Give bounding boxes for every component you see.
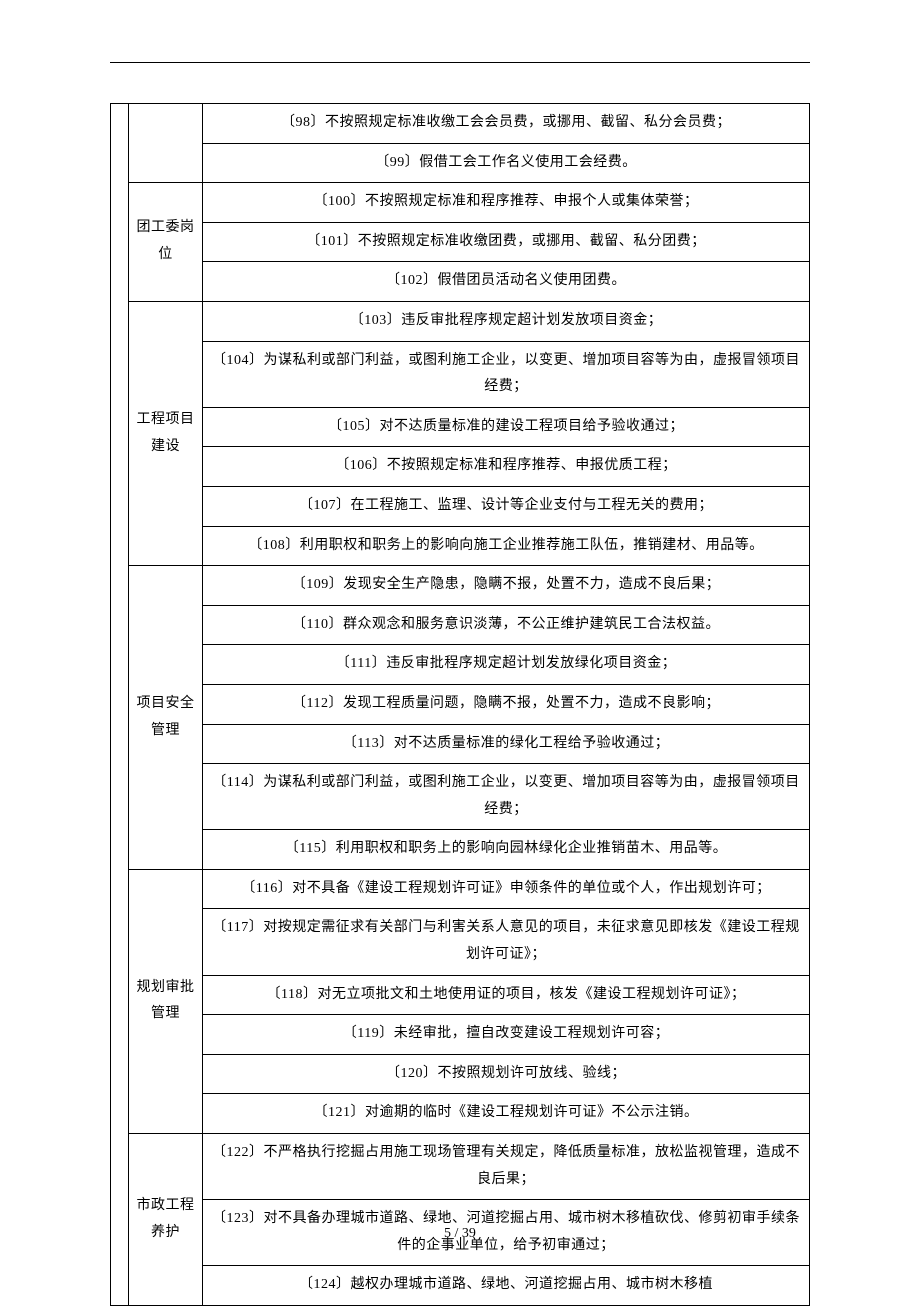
item-cell: 〔99〕假借工会工作名义使用工会经费。 (203, 143, 810, 183)
table-row: 〔117〕对按规定需征求有关部门与利害关系人意见的项目，未征求意见即核发《建设工… (111, 909, 810, 975)
page-container: 〔98〕不按照规定标准收缴工会会员费，或挪用、截留、私分会员费； 〔99〕假借工… (0, 0, 920, 1302)
table-row: 〔98〕不按照规定标准收缴工会会员费，或挪用、截留、私分会员费； (111, 104, 810, 144)
item-cell: 〔120〕不按照规划许可放线、验线； (203, 1054, 810, 1094)
regulations-table: 〔98〕不按照规定标准收缴工会会员费，或挪用、截留、私分会员费； 〔99〕假借工… (110, 103, 810, 1306)
item-cell: 〔100〕不按照规定标准和程序推荐、申报个人或集体荣誉； (203, 183, 810, 223)
item-cell: 〔124〕越权办理城市道路、绿地、河道挖掘占用、城市树木移植 (203, 1266, 810, 1306)
table-row: 〔118〕对无立项批文和土地使用证的项目，核发《建设工程规划许可证》； (111, 975, 810, 1015)
item-cell: 〔113〕对不达质量标准的绿化工程给予验收通过； (203, 724, 810, 764)
table-row: 〔113〕对不达质量标准的绿化工程给予验收通过； (111, 724, 810, 764)
category-cell: 规划审批管理 (129, 869, 203, 1133)
table-row: 〔119〕未经审批，擅自改变建设工程规划许可容； (111, 1015, 810, 1055)
table-row: 〔121〕对逾期的临时《建设工程规划许可证》不公示注销。 (111, 1094, 810, 1134)
item-cell: 〔111〕违反审批程序规定超计划发放绿化项目资金； (203, 645, 810, 685)
table-row: 〔120〕不按照规划许可放线、验线； (111, 1054, 810, 1094)
table-spine-cell (111, 104, 129, 1306)
table-row: 〔102〕假借团员活动名义使用团费。 (111, 262, 810, 302)
item-cell: 〔104〕为谋私利或部门利益，或图利施工企业，以变更、增加项目容等为由，虚报冒领… (203, 341, 810, 407)
item-cell: 〔119〕未经审批，擅自改变建设工程规划许可容； (203, 1015, 810, 1055)
item-cell: 〔121〕对逾期的临时《建设工程规划许可证》不公示注销。 (203, 1094, 810, 1134)
table-row: 〔105〕对不达质量标准的建设工程项目给予验收通过； (111, 407, 810, 447)
item-cell: 〔108〕利用职权和职务上的影响向施工企业推荐施工队伍，推销建材、用品等。 (203, 526, 810, 566)
item-cell: 〔117〕对按规定需征求有关部门与利害关系人意见的项目，未征求意见即核发《建设工… (203, 909, 810, 975)
table-row: 工程项目建设 〔103〕违反审批程序规定超计划发放项目资金； (111, 301, 810, 341)
item-cell: 〔98〕不按照规定标准收缴工会会员费，或挪用、截留、私分会员费； (203, 104, 810, 144)
table-row: 〔108〕利用职权和职务上的影响向施工企业推荐施工队伍，推销建材、用品等。 (111, 526, 810, 566)
item-cell: 〔115〕利用职权和职务上的影响向园林绿化企业推销苗木、用品等。 (203, 830, 810, 870)
category-cell: 项目安全管理 (129, 566, 203, 870)
table-row: 〔104〕为谋私利或部门利益，或图利施工企业，以变更、增加项目容等为由，虚报冒领… (111, 341, 810, 407)
table-row: 〔99〕假借工会工作名义使用工会经费。 (111, 143, 810, 183)
item-cell: 〔103〕违反审批程序规定超计划发放项目资金； (203, 301, 810, 341)
page-footer: 5 / 39 (0, 1226, 920, 1242)
item-cell: 〔114〕为谋私利或部门利益，或图利施工企业，以变更、增加项目容等为由，虚报冒领… (203, 764, 810, 830)
category-cell: 市政工程养护 (129, 1134, 203, 1306)
item-cell: 〔107〕在工程施工、监理、设计等企业支付与工程无关的费用； (203, 486, 810, 526)
table-row: 〔111〕违反审批程序规定超计划发放绿化项目资金； (111, 645, 810, 685)
table-row: 规划审批管理 〔116〕对不具备《建设工程规划许可证》申领条件的单位或个人，作出… (111, 869, 810, 909)
item-cell: 〔109〕发现安全生产隐患，隐瞒不报，处置不力，造成不良后果； (203, 566, 810, 606)
table-row: 〔110〕群众观念和服务意识淡薄，不公正维护建筑民工合法权益。 (111, 605, 810, 645)
table-row: 〔106〕不按照规定标准和程序推荐、申报优质工程； (111, 447, 810, 487)
category-cell (129, 104, 203, 183)
item-cell: 〔101〕不按照规定标准收缴团费，或挪用、截留、私分团费； (203, 222, 810, 262)
table-row: 〔114〕为谋私利或部门利益，或图利施工企业，以变更、增加项目容等为由，虚报冒领… (111, 764, 810, 830)
item-cell: 〔106〕不按照规定标准和程序推荐、申报优质工程； (203, 447, 810, 487)
item-cell: 〔110〕群众观念和服务意识淡薄，不公正维护建筑民工合法权益。 (203, 605, 810, 645)
top-horizontal-rule (110, 62, 810, 63)
table-row: 〔101〕不按照规定标准收缴团费，或挪用、截留、私分团费； (111, 222, 810, 262)
item-cell: 〔118〕对无立项批文和土地使用证的项目，核发《建设工程规划许可证》； (203, 975, 810, 1015)
page-number: 5 / 39 (444, 1226, 476, 1241)
item-cell: 〔112〕发现工程质量问题，隐瞒不报，处置不力，造成不良影响； (203, 684, 810, 724)
table-row: 项目安全管理 〔109〕发现安全生产隐患，隐瞒不报，处置不力，造成不良后果； (111, 566, 810, 606)
item-cell: 〔102〕假借团员活动名义使用团费。 (203, 262, 810, 302)
category-cell: 工程项目建设 (129, 301, 203, 565)
item-cell: 〔122〕不严格执行挖掘占用施工现场管理有关规定，降低质量标准，放松监视管理，造… (203, 1134, 810, 1200)
table-row: 〔107〕在工程施工、监理、设计等企业支付与工程无关的费用； (111, 486, 810, 526)
item-cell: 〔105〕对不达质量标准的建设工程项目给予验收通过； (203, 407, 810, 447)
table-row: 团工委岗位 〔100〕不按照规定标准和程序推荐、申报个人或集体荣誉； (111, 183, 810, 223)
table-row: 〔112〕发现工程质量问题，隐瞒不报，处置不力，造成不良影响； (111, 684, 810, 724)
item-cell: 〔116〕对不具备《建设工程规划许可证》申领条件的单位或个人，作出规划许可； (203, 869, 810, 909)
table-row: 〔124〕越权办理城市道路、绿地、河道挖掘占用、城市树木移植 (111, 1266, 810, 1306)
table-row: 〔115〕利用职权和职务上的影响向园林绿化企业推销苗木、用品等。 (111, 830, 810, 870)
category-cell: 团工委岗位 (129, 183, 203, 302)
table-row: 市政工程养护 〔122〕不严格执行挖掘占用施工现场管理有关规定，降低质量标准，放… (111, 1134, 810, 1200)
